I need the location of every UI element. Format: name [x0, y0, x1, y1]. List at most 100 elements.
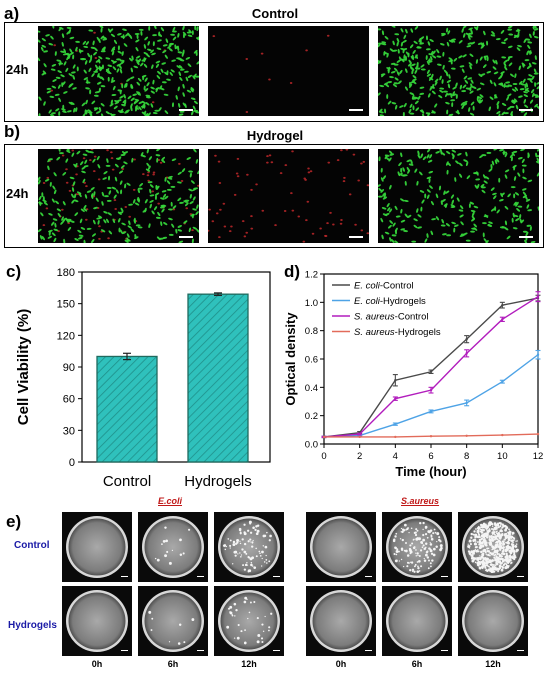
scale-bar — [519, 109, 533, 111]
x-tick-label: 12 — [533, 451, 544, 462]
panel-a-row-label: 24h — [6, 62, 29, 77]
scale-bar — [517, 575, 524, 577]
data-point — [501, 318, 504, 321]
y-tick-label: 1.0 — [305, 298, 318, 309]
agar-plate-saureus-hydrogels-6h — [382, 586, 452, 656]
panel-b-frame — [4, 144, 544, 248]
data-point — [394, 397, 397, 400]
panel-label-a: a) — [4, 4, 20, 23]
legend-entry: E. coli-Control — [354, 281, 414, 292]
data-point — [358, 432, 361, 436]
time-label-6h-ecoli: 6h — [167, 659, 179, 669]
micrograph-hydrogel-live — [378, 149, 539, 243]
series-line-e-coli-hydrogels — [323, 354, 539, 438]
scale-bar — [197, 575, 204, 577]
data-point — [429, 370, 433, 373]
x-axis-label: Time (hour) — [395, 464, 466, 479]
optical-density-line-chart: 0.0 0.2 0.4 0.6 0.8 1.0 1.2 0 2 4 6 8 10 12 Time (hour… — [283, 270, 544, 480]
scale-bar — [179, 236, 193, 238]
x-tick-label: 6 — [428, 451, 433, 462]
y-tick-label: 1.2 — [305, 270, 318, 281]
agar-plate-saureus-control-12h — [458, 512, 528, 582]
y-axis-label: Optical density — [283, 312, 298, 406]
data-point — [394, 435, 397, 439]
y-tick-label: 90 — [63, 362, 75, 374]
data-point — [358, 435, 361, 439]
y-tick-label: 150 — [57, 299, 75, 311]
agar-plate-ecoli-hydrogels-0h — [62, 586, 132, 656]
agar-plate-ecoli-control-0h — [62, 512, 132, 582]
panel-a-frame — [4, 22, 544, 122]
data-point — [322, 435, 326, 439]
legend-entry: S. aureus-Control — [354, 312, 428, 323]
data-point — [536, 432, 540, 436]
micrograph-control-dead — [208, 26, 369, 116]
scale-bar — [273, 575, 280, 577]
row-label-hydrogels: Hydrogels — [8, 620, 57, 631]
scale-bar — [121, 575, 128, 577]
data-point — [429, 435, 433, 438]
panel-b-title: Hydrogel — [246, 128, 304, 143]
x-tick-label: 4 — [393, 451, 398, 462]
data-point — [465, 401, 468, 405]
data-point — [536, 353, 540, 356]
scale-bar — [179, 109, 193, 111]
row-label-control: Control — [14, 540, 50, 551]
panel-label-d: d) — [284, 262, 301, 281]
x-tick-label: 0 — [321, 451, 326, 462]
scale-bar — [365, 649, 372, 651]
y-axis-label: Cell Viability (%) — [15, 309, 32, 425]
y-tick-label: 60 — [63, 394, 75, 406]
scale-bar — [365, 575, 372, 577]
y-tick-label: 0.2 — [305, 411, 318, 422]
time-label-0h-saureus: 0h — [335, 659, 347, 669]
y-tick-label: 0.6 — [305, 355, 318, 366]
y-tick-label: 0.4 — [305, 383, 318, 394]
panel-b-row-label: 24h — [6, 186, 29, 201]
x-category-label: Hydrogels — [184, 473, 252, 490]
panel-label-e: e) — [6, 512, 22, 531]
x-tick-label: 10 — [497, 451, 508, 462]
data-point — [465, 434, 468, 437]
y-tick-label: 180 — [57, 267, 75, 279]
agar-plate-saureus-hydrogels-12h — [458, 586, 528, 656]
scale-bar — [121, 649, 128, 651]
micrograph-hydrogel-dead — [208, 149, 369, 243]
bacteria-label-ecoli: E.coli — [158, 496, 183, 506]
data-point — [501, 303, 504, 307]
panel-a-title: Control — [251, 6, 299, 21]
scale-bar — [519, 236, 533, 238]
data-point — [429, 388, 433, 392]
y-tick-label: 120 — [57, 330, 75, 342]
micrograph-control-merged — [38, 26, 199, 116]
scale-bar — [273, 649, 280, 651]
panel-label-c: c) — [6, 262, 22, 281]
agar-plate-saureus-control-6h — [382, 512, 452, 582]
time-label-12h-saureus: 12h — [485, 659, 501, 669]
micrograph-hydrogel-merged — [38, 149, 199, 243]
legend-entry: S. aureus-Hydrogels — [354, 327, 441, 338]
data-point — [394, 422, 397, 426]
agar-plate-ecoli-hydrogels-6h — [138, 586, 208, 656]
data-point — [501, 433, 504, 437]
scale-bar — [441, 649, 448, 651]
scale-bar — [197, 649, 204, 651]
time-label-6h-saureus: 6h — [411, 659, 423, 669]
x-tick-label: 8 — [464, 451, 469, 462]
data-point — [465, 337, 468, 341]
data-point — [536, 295, 540, 298]
scale-bar — [349, 236, 363, 238]
bacteria-label-saureus: S.aureus — [401, 496, 440, 506]
data-point — [465, 352, 468, 355]
x-category-label: Control — [103, 473, 151, 490]
panel-label-b: b) — [4, 122, 21, 141]
agar-plate-ecoli-hydrogels-12h — [214, 586, 284, 656]
y-tick-label: 30 — [63, 425, 75, 437]
bar-control — [96, 355, 158, 463]
agar-plate-ecoli-control-6h — [138, 512, 208, 582]
data-point — [501, 380, 504, 383]
scale-bar — [349, 109, 363, 111]
micrograph-control-live — [378, 26, 539, 116]
y-tick-label: 0.0 — [305, 440, 318, 451]
y-tick-label: 0.8 — [305, 326, 318, 337]
